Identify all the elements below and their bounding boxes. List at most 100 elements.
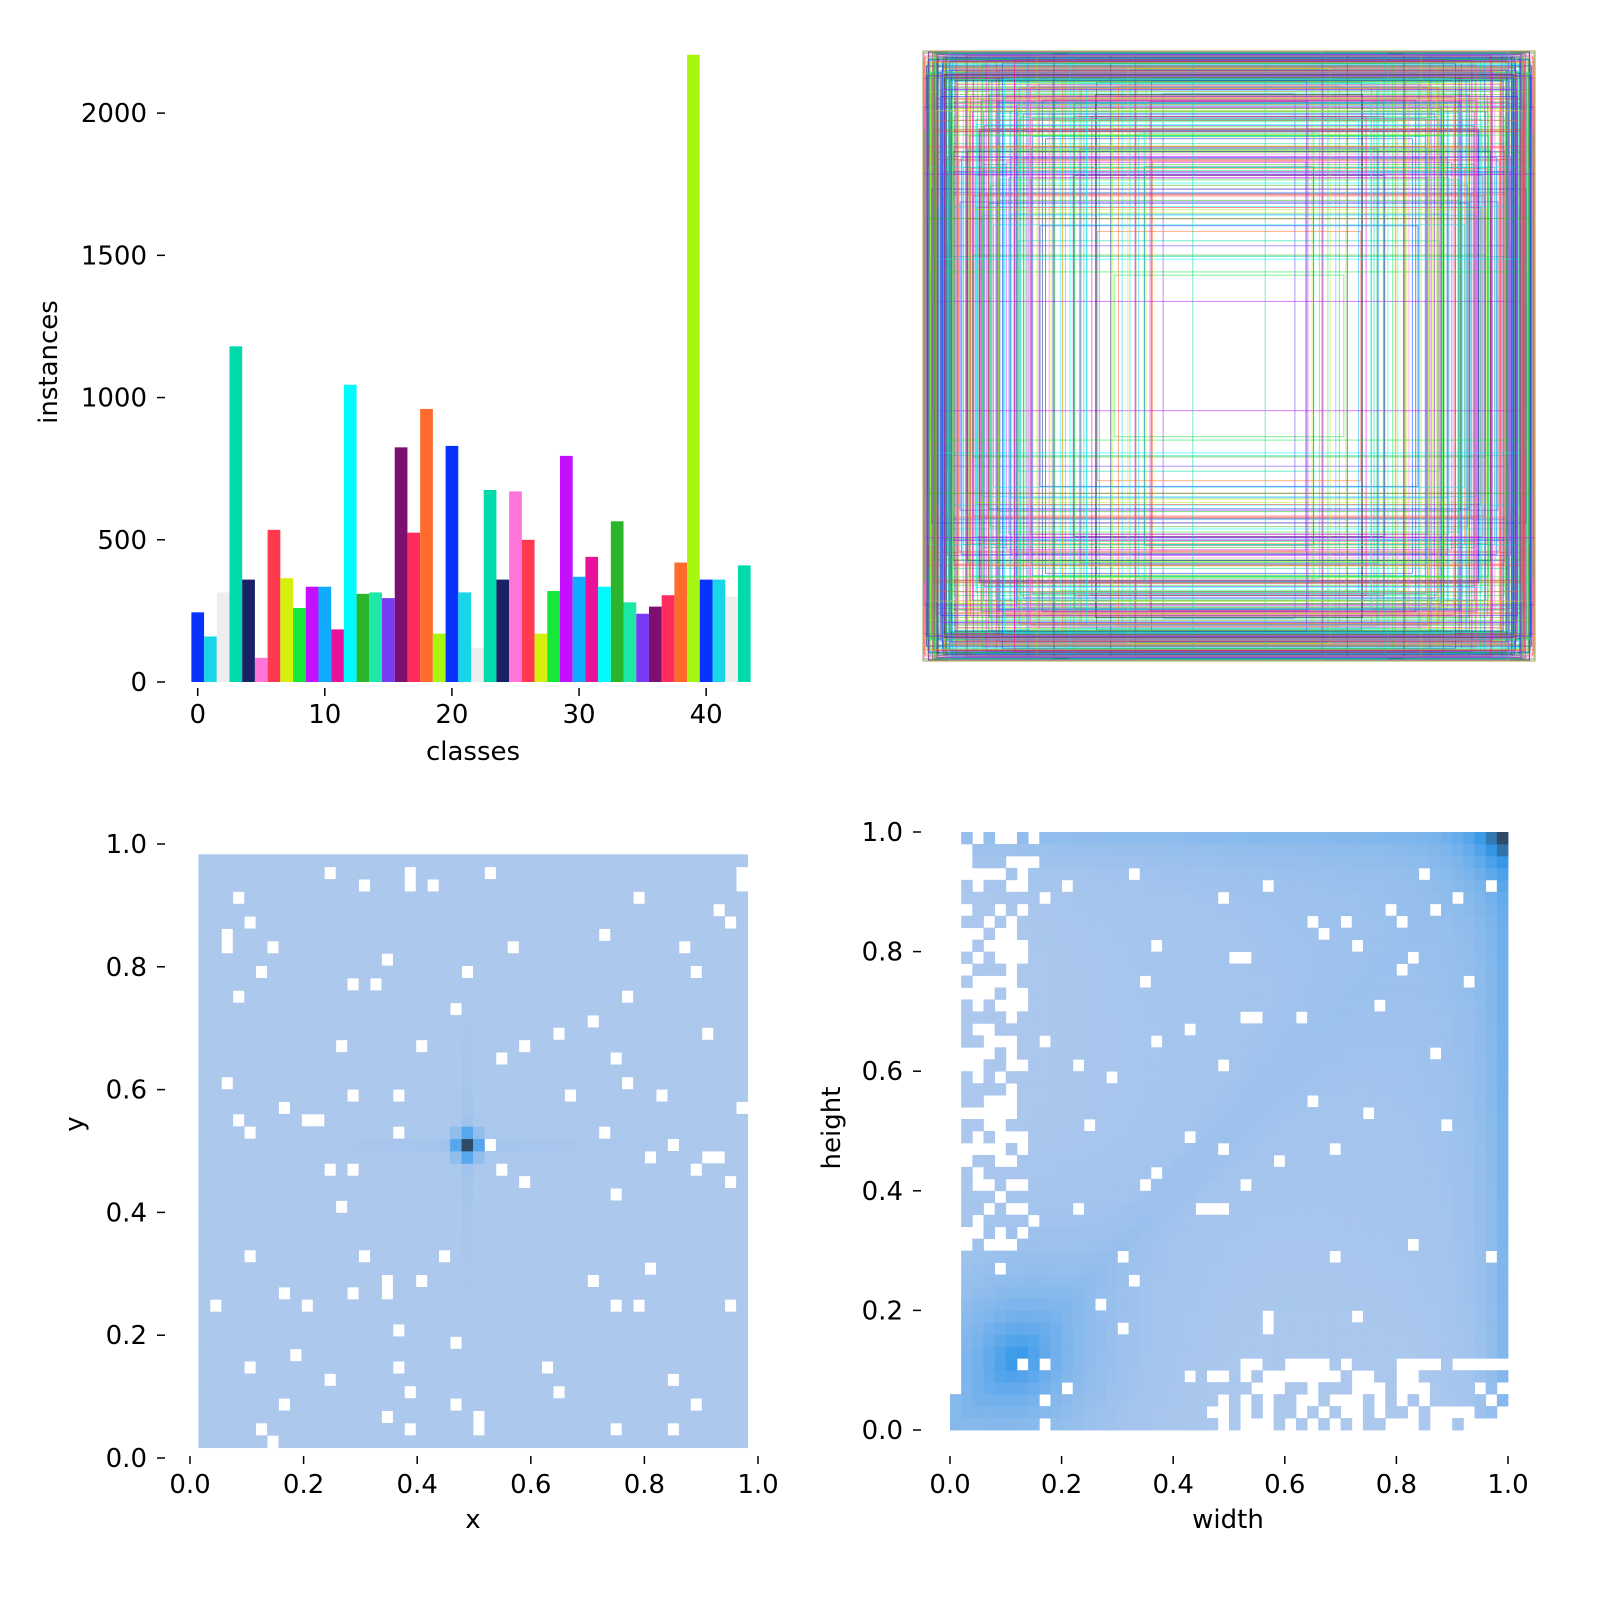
heatmap-cell — [1117, 1047, 1129, 1060]
heatmap-cell — [1173, 915, 1185, 929]
heatmap-cell — [1340, 1095, 1353, 1108]
heatmap-cell — [1262, 1250, 1275, 1263]
heatmap-cell — [1284, 1178, 1297, 1192]
heatmap-cell — [587, 1163, 600, 1177]
heatmap-cell — [289, 1299, 302, 1313]
heatmap-cell — [1485, 832, 1498, 845]
heatmap-cell — [610, 854, 623, 868]
heatmap-cell — [324, 1052, 337, 1065]
heatmap-cell — [1262, 1131, 1275, 1144]
heatmap-cell — [1307, 1023, 1319, 1036]
heatmap-cell — [1050, 1334, 1062, 1347]
heatmap-cell — [633, 1138, 645, 1152]
heatmap-cell — [1362, 1178, 1375, 1192]
heatmap-cell — [1485, 1095, 1498, 1108]
heatmap-cell — [381, 940, 394, 954]
heatmap-cell — [1229, 927, 1241, 941]
heatmap-cell — [1452, 903, 1464, 917]
wh-heatmap-x-axis-label: width — [1192, 1505, 1264, 1535]
heatmap-cell — [1295, 1262, 1308, 1275]
heatmap-cell — [358, 1039, 371, 1053]
heatmap-cell — [1441, 1190, 1453, 1204]
heatmap-cell — [244, 1324, 257, 1337]
heatmap-cell — [335, 1151, 348, 1164]
heatmap-cell — [1407, 1095, 1420, 1108]
heatmap-cell — [1463, 1059, 1475, 1072]
heatmap-cell — [404, 1410, 417, 1424]
heatmap-cell — [724, 1274, 737, 1288]
heatmap-cell — [1106, 975, 1118, 988]
heatmap-cell — [1295, 1035, 1308, 1048]
heatmap-cell — [358, 1151, 371, 1164]
heatmap-cell — [1028, 1226, 1040, 1240]
heatmap-cell — [198, 1311, 211, 1325]
heatmap-cell — [553, 1336, 565, 1350]
heatmap-cell — [701, 1410, 714, 1424]
heatmap-cell — [1262, 1358, 1275, 1371]
heatmap-cell — [621, 854, 634, 868]
heatmap-cell — [1162, 843, 1174, 857]
heatmap-cell — [507, 1163, 520, 1177]
heatmap-cell — [1284, 1190, 1297, 1204]
heatmap-cell — [621, 1249, 634, 1263]
heatmap-cell — [301, 1385, 314, 1399]
heatmap-cell — [1240, 1310, 1252, 1323]
heatmap-cell — [575, 1039, 588, 1053]
heatmap-cell — [610, 1163, 623, 1177]
bar — [585, 556, 599, 682]
heatmap-cell — [289, 903, 302, 917]
heatmap-cell — [1162, 1154, 1174, 1168]
heatmap-cell — [575, 1052, 588, 1065]
heatmap-cell — [1262, 1346, 1275, 1359]
heatmap-cell — [1396, 1322, 1408, 1335]
heatmap-cell — [678, 1348, 691, 1362]
heatmap-cell — [1329, 1334, 1341, 1347]
heatmap-cell — [1005, 1310, 1018, 1323]
heatmap-cell — [1485, 867, 1498, 881]
heatmap-cell — [370, 1212, 382, 1226]
heatmap-cell — [1106, 1023, 1118, 1036]
heatmap-cell — [972, 1262, 984, 1275]
heatmap-cell — [347, 1274, 359, 1288]
heatmap-cell — [1273, 1071, 1286, 1084]
heatmap-cell — [255, 1163, 268, 1177]
heatmap-cell — [198, 1027, 211, 1041]
heatmap-cell — [473, 1027, 485, 1041]
heatmap-cell — [541, 866, 554, 880]
heatmap-cell — [736, 1435, 748, 1449]
heatmap-cell — [324, 1274, 337, 1288]
heatmap-cell — [724, 1076, 737, 1090]
heatmap-cell — [1050, 1214, 1062, 1228]
heatmap-cell — [450, 1126, 462, 1140]
heatmap-cell — [198, 854, 211, 868]
heatmap-cell — [415, 977, 428, 991]
heatmap-cell — [198, 1052, 211, 1065]
heatmap-cell — [1496, 903, 1509, 917]
heatmap-cell — [1106, 1047, 1118, 1060]
heatmap-cell — [644, 1422, 657, 1436]
heatmap-cell — [1050, 1310, 1062, 1323]
heatmap-cell — [255, 1373, 268, 1387]
heatmap-cell — [209, 1052, 222, 1065]
heatmap-cell — [656, 1064, 668, 1078]
heatmap-cell — [1184, 963, 1196, 976]
heatmap-cell — [994, 879, 1007, 893]
heatmap-cell — [1374, 1370, 1386, 1383]
heatmap-cell — [1139, 1226, 1152, 1240]
heatmap-cell — [324, 1286, 337, 1300]
heatmap-cell — [1039, 1406, 1051, 1419]
heatmap-cell — [495, 1126, 508, 1140]
heatmap-cell — [633, 1385, 645, 1399]
heatmap-cell — [1061, 1142, 1074, 1156]
heatmap-cell — [656, 1410, 668, 1424]
heatmap-cell — [1117, 951, 1129, 964]
bbox-rect — [1014, 135, 1444, 578]
heatmap-cell — [221, 1138, 234, 1152]
heatmap-cell — [972, 1190, 984, 1204]
heatmap-cell — [1217, 1095, 1230, 1108]
heatmap-cell — [1284, 1047, 1297, 1060]
heatmap-cell — [1396, 1023, 1408, 1036]
heatmap-cell — [1229, 903, 1241, 917]
heatmap-cell — [1016, 1370, 1029, 1383]
heatmap-cell — [1095, 915, 1107, 929]
